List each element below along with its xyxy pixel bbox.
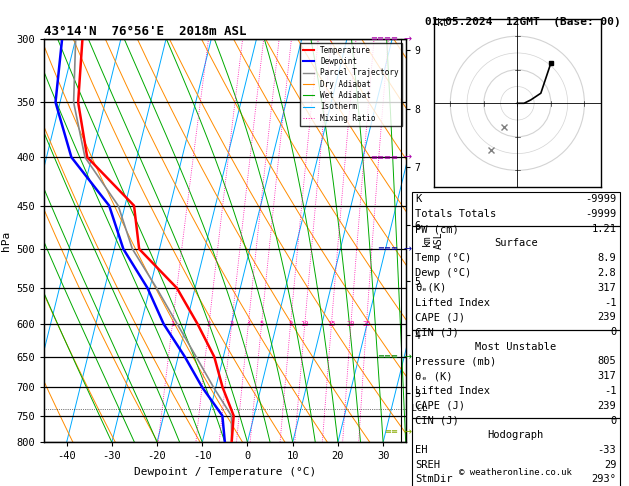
Text: 8: 8 (289, 321, 292, 327)
Text: PW (cm): PW (cm) (415, 224, 459, 234)
Text: ≡≡≡≡: ≡≡≡≡ (370, 153, 398, 162)
Text: ≡≡≡: ≡≡≡ (377, 244, 398, 254)
Text: →: → (403, 427, 411, 437)
Text: 8.9: 8.9 (598, 253, 616, 263)
Text: CAPE (J): CAPE (J) (415, 401, 465, 411)
Text: →: → (403, 152, 411, 162)
Legend: Temperature, Dewpoint, Parcel Trajectory, Dry Adiabat, Wet Adiabat, Isotherm, Mi: Temperature, Dewpoint, Parcel Trajectory… (299, 43, 402, 125)
Text: 317: 317 (598, 283, 616, 293)
Text: 5: 5 (260, 321, 264, 327)
Text: Dewp (°C): Dewp (°C) (415, 268, 471, 278)
Text: SREH: SREH (415, 460, 440, 469)
Text: ≡≡≡: ≡≡≡ (377, 352, 398, 362)
Text: 317: 317 (598, 371, 616, 381)
Text: CAPE (J): CAPE (J) (415, 312, 465, 322)
Text: 239: 239 (598, 401, 616, 411)
Text: θₑ(K): θₑ(K) (415, 283, 447, 293)
Text: Temp (°C): Temp (°C) (415, 253, 471, 263)
Text: -1: -1 (604, 386, 616, 396)
Text: 29: 29 (604, 460, 616, 469)
Text: 4: 4 (246, 321, 250, 327)
Text: Totals Totals: Totals Totals (415, 209, 496, 219)
Text: 20: 20 (347, 321, 355, 327)
Text: 25: 25 (362, 321, 370, 327)
Text: K: K (415, 194, 421, 205)
Text: -1: -1 (604, 297, 616, 308)
Text: 805: 805 (598, 356, 616, 366)
Text: 10: 10 (301, 321, 309, 327)
Text: 293°: 293° (591, 474, 616, 485)
Text: ≡≡: ≡≡ (384, 427, 398, 436)
Text: kt: kt (437, 18, 448, 28)
Text: ≡≡≡≡: ≡≡≡≡ (370, 35, 398, 43)
Text: 239: 239 (598, 312, 616, 322)
Text: 3: 3 (230, 321, 234, 327)
Text: 43°14'N  76°56'E  2018m ASL: 43°14'N 76°56'E 2018m ASL (44, 25, 247, 38)
Text: 2.8: 2.8 (598, 268, 616, 278)
Text: CIN (J): CIN (J) (415, 327, 459, 337)
Text: →: → (403, 244, 411, 254)
Text: 1: 1 (170, 321, 174, 327)
Text: 0: 0 (610, 327, 616, 337)
Text: © weatheronline.co.uk: © weatheronline.co.uk (459, 468, 572, 477)
Y-axis label: km
ASL: km ASL (422, 232, 443, 249)
Text: 0: 0 (610, 416, 616, 426)
Text: 01.05.2024  12GMT  (Base: 00): 01.05.2024 12GMT (Base: 00) (425, 17, 620, 27)
Text: 2: 2 (207, 321, 211, 327)
Text: -9999: -9999 (585, 194, 616, 205)
Text: 1.21: 1.21 (591, 224, 616, 234)
Text: -9999: -9999 (585, 209, 616, 219)
Text: LCL: LCL (406, 404, 427, 413)
Text: Pressure (mb): Pressure (mb) (415, 356, 496, 366)
Text: →: → (403, 34, 411, 44)
Text: Hodograph: Hodograph (487, 430, 544, 440)
Text: Most Unstable: Most Unstable (475, 342, 557, 351)
X-axis label: Dewpoint / Temperature (°C): Dewpoint / Temperature (°C) (134, 467, 316, 477)
Text: Surface: Surface (494, 238, 538, 248)
Y-axis label: hPa: hPa (1, 230, 11, 251)
Text: 15: 15 (327, 321, 336, 327)
Text: →: → (403, 352, 411, 362)
Text: StmDir: StmDir (415, 474, 453, 485)
Text: EH: EH (415, 445, 428, 455)
Text: θₑ (K): θₑ (K) (415, 371, 453, 381)
Text: -33: -33 (598, 445, 616, 455)
Text: CIN (J): CIN (J) (415, 416, 459, 426)
Text: Lifted Index: Lifted Index (415, 297, 490, 308)
Text: Lifted Index: Lifted Index (415, 386, 490, 396)
